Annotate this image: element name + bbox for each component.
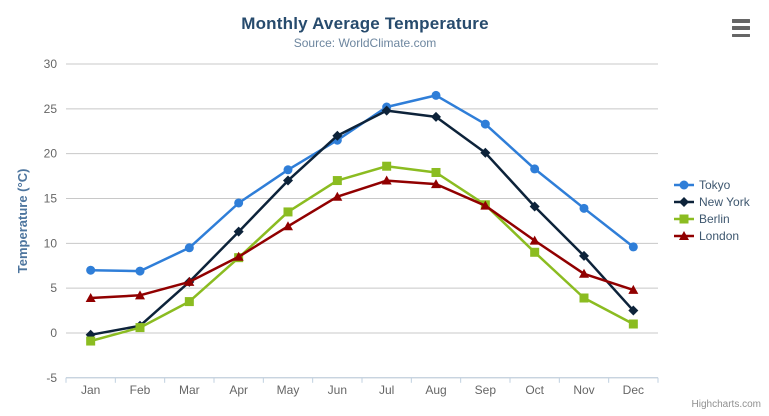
diamond-legend-marker <box>679 196 689 207</box>
data-point-berlin[interactable] <box>86 336 96 346</box>
square-legend-marker <box>679 214 689 223</box>
data-point-london[interactable] <box>480 200 491 210</box>
x-axis-tick-label: Nov <box>573 383 594 397</box>
hamburger-icon <box>732 19 750 23</box>
data-point-london[interactable] <box>184 276 195 286</box>
data-point-berlin[interactable] <box>628 319 638 329</box>
data-point-berlin[interactable] <box>332 176 342 186</box>
legend-item-tokyo[interactable]: Tokyo <box>674 176 750 193</box>
data-point-london[interactable] <box>135 290 145 300</box>
x-axis-tick-label: Oct <box>525 383 544 397</box>
data-point-berlin[interactable] <box>530 247 540 257</box>
data-point-new-york[interactable] <box>381 105 392 116</box>
series-london[interactable] <box>85 175 639 303</box>
triangle-legend-marker <box>679 230 689 240</box>
y-axis-tick-label: 20 <box>44 147 58 161</box>
data-point-new-york[interactable] <box>529 201 540 212</box>
y-axis-tick-label: 5 <box>50 281 57 295</box>
data-point-tokyo[interactable] <box>234 198 244 208</box>
series-line-berlin[interactable] <box>89 164 635 343</box>
legend-label: Berlin <box>699 211 730 226</box>
series-berlin[interactable] <box>86 161 638 346</box>
x-axis-tick-label: Aug <box>425 383 446 397</box>
data-point-london[interactable] <box>628 284 639 294</box>
data-point-london[interactable] <box>233 251 244 261</box>
data-point-tokyo[interactable] <box>135 266 145 276</box>
x-axis-tick-label: Feb <box>130 383 151 397</box>
data-point-new-york[interactable] <box>283 175 293 186</box>
data-point-new-york[interactable] <box>480 147 491 158</box>
data-point-tokyo[interactable] <box>579 203 589 213</box>
legend-label: New York <box>699 194 750 209</box>
y-axis-tick-label: 25 <box>44 102 58 116</box>
hamburger-icon <box>732 26 750 30</box>
data-point-berlin[interactable] <box>382 161 392 171</box>
legend-item-london[interactable]: London <box>674 227 750 244</box>
y-axis-tick-label: 0 <box>50 326 57 340</box>
x-axis-tick-label: Apr <box>229 383 248 397</box>
legend: Tokyo New York Berlin London <box>674 176 750 244</box>
data-point-london[interactable] <box>85 293 96 303</box>
data-point-tokyo[interactable] <box>628 242 638 252</box>
legend-item-berlin[interactable]: Berlin <box>674 210 750 227</box>
x-axis-tick-label: Sep <box>475 383 497 397</box>
data-point-berlin[interactable] <box>283 207 293 217</box>
diamond-legend-icon <box>674 196 694 207</box>
legend-label: Tokyo <box>699 177 731 192</box>
data-point-london[interactable] <box>579 268 589 278</box>
x-axis-tick-label: May <box>277 383 300 397</box>
data-point-berlin[interactable] <box>135 323 145 333</box>
triangle-legend-icon <box>674 230 694 240</box>
x-axis-tick-label: Jun <box>328 383 347 397</box>
data-point-new-york[interactable] <box>579 250 589 261</box>
data-point-tokyo[interactable] <box>184 243 194 253</box>
x-axis-tick-label: Jul <box>379 383 394 397</box>
data-point-new-york[interactable] <box>233 226 244 237</box>
data-point-tokyo[interactable] <box>86 265 96 275</box>
data-point-new-york[interactable] <box>431 111 441 122</box>
y-axis-tick-label: -5 <box>46 371 57 385</box>
data-point-tokyo[interactable] <box>480 119 490 129</box>
y-axis-title: Temperature (°C) <box>15 169 30 274</box>
series-line-london[interactable] <box>89 179 635 300</box>
data-point-london[interactable] <box>381 175 392 185</box>
data-point-new-york[interactable] <box>628 305 639 316</box>
y-axis-tick-label: 30 <box>44 57 58 71</box>
data-point-berlin[interactable] <box>431 167 441 177</box>
x-axis-tick-label: Mar <box>179 383 200 397</box>
data-point-tokyo[interactable] <box>530 164 540 174</box>
square-legend-icon <box>674 214 694 223</box>
circle-legend-marker <box>679 180 689 189</box>
data-point-berlin[interactable] <box>184 297 194 307</box>
series-tokyo[interactable] <box>86 90 638 276</box>
page-title: Monthly Average Temperature <box>241 14 489 33</box>
data-point-london[interactable] <box>431 179 441 189</box>
hamburger-icon <box>732 33 750 37</box>
legend-item-new-york[interactable]: New York <box>674 193 750 210</box>
export-menu-button[interactable] <box>729 18 753 38</box>
series-new-york[interactable] <box>85 105 639 340</box>
data-point-tokyo[interactable] <box>283 165 293 175</box>
chart-subtitle: Source: WorldClimate.com <box>293 36 437 50</box>
data-point-london[interactable] <box>283 221 293 231</box>
data-point-london[interactable] <box>529 235 540 245</box>
y-axis-tick-label: 15 <box>44 191 58 205</box>
data-point-berlin[interactable] <box>579 293 589 303</box>
legend-label: London <box>699 228 740 243</box>
data-point-tokyo[interactable] <box>431 90 441 100</box>
data-point-new-york[interactable] <box>332 130 343 141</box>
y-axis-tick-label: 10 <box>44 236 58 250</box>
x-axis-tick-label: Jan <box>81 383 100 397</box>
credits-link[interactable]: Highcharts.com <box>691 399 761 410</box>
x-axis-tick-label: Dec <box>623 383 644 397</box>
data-point-london[interactable] <box>332 191 343 201</box>
series-line-new-york[interactable] <box>89 109 635 337</box>
circle-legend-icon <box>674 180 694 189</box>
